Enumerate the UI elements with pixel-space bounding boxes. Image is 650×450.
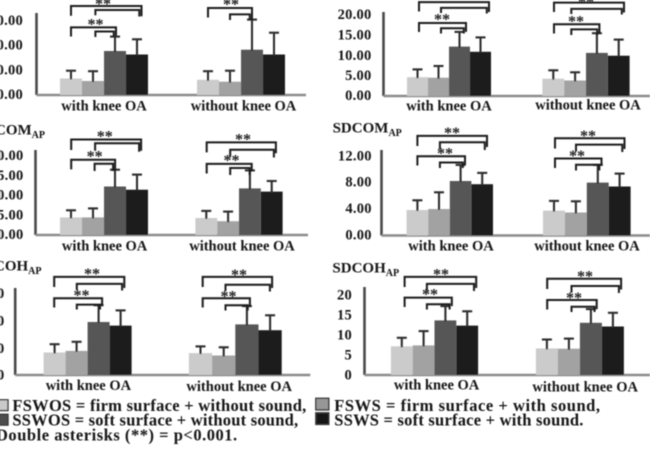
svg-text:5.00: 5.00 [345,68,371,84]
svg-text:10.00: 10.00 [0,188,24,204]
svg-text:SSWOS = soft surface + without: SSWOS = soft surface + without sound, [12,410,298,429]
svg-text:5.00: 5.00 [0,207,24,223]
svg-text:Double asterisks (**) = p<0.00: Double asterisks (**) = p<0.001. [0,425,238,444]
svg-text:**: ** [580,128,596,145]
svg-text:**: ** [231,267,247,284]
svg-text:15: 15 [337,308,352,324]
svg-text:without knee OA: without knee OA [535,98,641,114]
svg-text:20.00: 20.00 [338,7,372,23]
svg-text:SSWS = soft surface + with sou: SSWS = soft surface + with sound. [334,410,583,429]
svg-text:20.00: 20.00 [0,148,24,164]
svg-text:20.00: 20.00 [0,38,23,54]
svg-text:FSWS = firm surface + with sou: FSWS = firm surface + with sound, [334,396,600,415]
svg-text:8.00: 8.00 [345,175,371,191]
svg-text:0.00: 0.00 [0,87,23,103]
svg-text:10.00: 10.00 [338,48,372,64]
svg-text:0: 0 [345,368,353,384]
svg-text:15.00: 15.00 [338,28,372,44]
svg-text:0: 0 [0,368,5,384]
svg-text:**: ** [566,290,582,307]
svg-text:**: ** [235,132,251,149]
svg-text:4.00: 4.00 [345,201,371,217]
svg-text:SDCOMAP: SDCOMAP [333,121,402,140]
svg-text:with knee OA: with knee OA [394,378,480,394]
svg-text:**: ** [224,153,240,170]
svg-text:SDCOHAP: SDCOHAP [332,261,399,280]
svg-text:15.00: 15.00 [0,168,24,184]
svg-text:5: 5 [345,348,353,364]
svg-text:**: ** [87,149,103,166]
svg-text:**: ** [433,267,449,284]
svg-text:**: ** [577,268,593,285]
svg-text:without knee OA: without knee OA [532,380,638,396]
svg-text:12.00: 12.00 [338,148,372,164]
svg-text:30.00: 30.00 [0,13,23,29]
svg-text:**: ** [569,148,585,165]
svg-text:**: ** [437,146,453,163]
svg-text:30: 30 [0,286,5,302]
svg-text:**: ** [97,129,113,146]
svg-text:20: 20 [0,314,5,330]
svg-text:0.00: 0.00 [0,227,24,243]
svg-text:0.00: 0.00 [345,88,371,104]
svg-text:**: ** [578,0,594,11]
svg-text:**: ** [422,287,438,304]
svg-text:**: ** [88,17,104,34]
svg-text:**: ** [221,288,237,305]
svg-text:**: ** [223,0,239,14]
svg-text:**: ** [444,125,460,142]
svg-text:**: ** [74,288,90,305]
svg-text:**: ** [95,0,111,13]
svg-text:0.00: 0.00 [345,228,371,244]
svg-text:with knee OA: with knee OA [62,238,148,254]
svg-text:without knee OA: without knee OA [534,238,640,254]
svg-text:10: 10 [0,341,5,357]
svg-text:10.00: 10.00 [0,62,23,78]
svg-text:without knee OA: without knee OA [186,379,292,395]
svg-text:FSWOS = firm surface + without: FSWOS = firm surface + without sound, [12,396,306,415]
svg-text:10: 10 [337,328,352,344]
svg-text:with knee OA: with knee OA [406,99,492,115]
svg-text:**: ** [84,266,100,283]
svg-text:with knee OA: with knee OA [46,378,132,394]
svg-text:without knee OA: without knee OA [189,238,295,254]
svg-text:with knee OA: with knee OA [408,238,494,254]
svg-text:**: ** [434,12,450,29]
svg-text:with knee OA: with knee OA [61,99,147,115]
svg-text:**: ** [568,14,584,31]
svg-text:20: 20 [337,288,352,304]
svg-text:without knee OA: without knee OA [191,99,297,115]
